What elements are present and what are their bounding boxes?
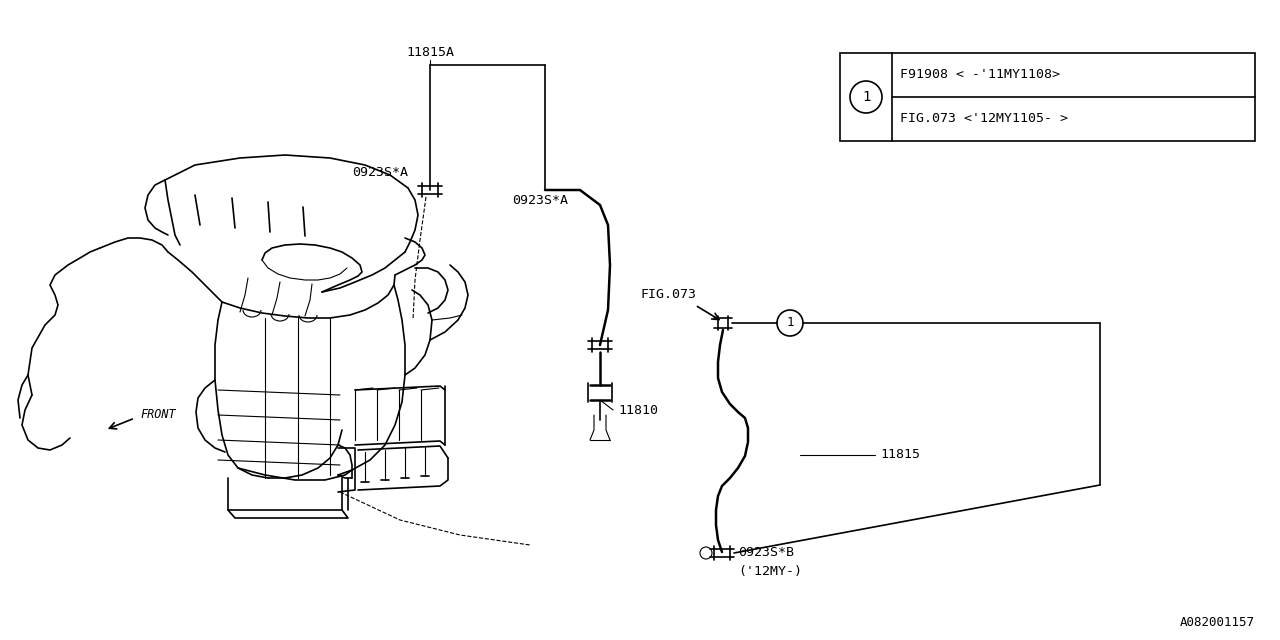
Text: 0923S*A: 0923S*A [512,193,568,207]
Text: FIG.073: FIG.073 [640,289,696,301]
Text: FIG.073 <'12MY1105- >: FIG.073 <'12MY1105- > [900,113,1068,125]
Text: 1: 1 [861,90,870,104]
Text: FRONT: FRONT [140,408,175,422]
Text: 11815A: 11815A [406,45,454,58]
Text: 11810: 11810 [618,403,658,417]
Bar [840,53,1254,141]
Text: ('12MY-): ('12MY-) [739,566,803,579]
Text: 1: 1 [786,317,794,330]
Text: F91908 < -'11MY1108>: F91908 < -'11MY1108> [900,68,1060,81]
Text: A082001157: A082001157 [1180,616,1254,628]
Text: 0923S*B: 0923S*B [739,547,794,559]
Text: 11815: 11815 [881,449,920,461]
Text: 0923S*A: 0923S*A [352,166,408,179]
